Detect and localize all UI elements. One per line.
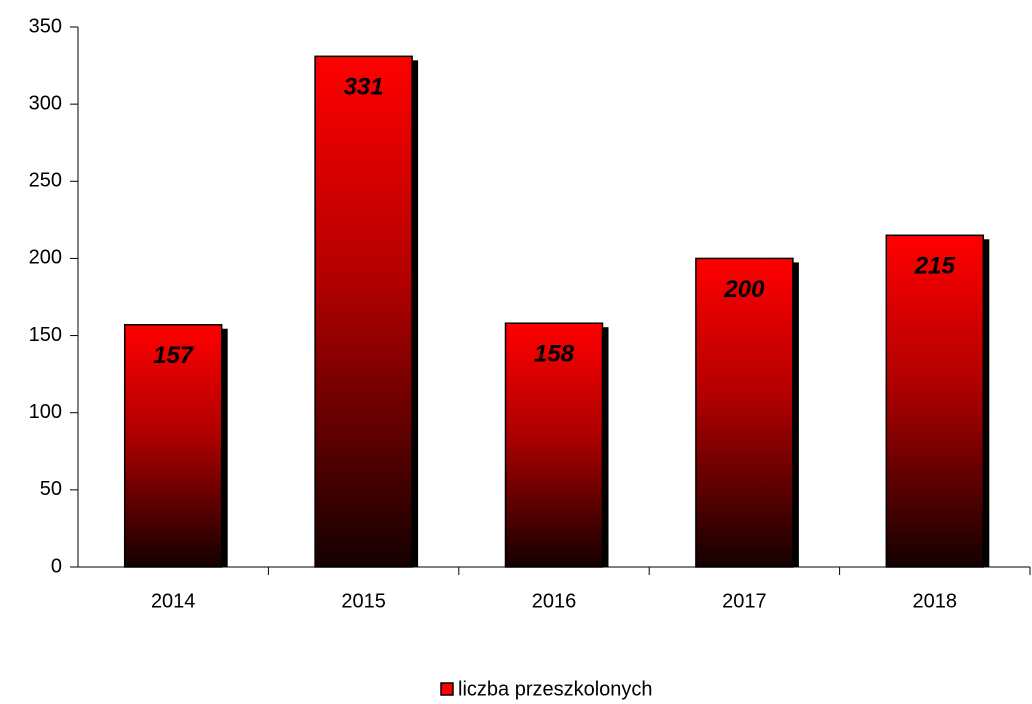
x-tick-label: 2016 bbox=[532, 590, 577, 612]
y-tick-label: 300 bbox=[29, 92, 62, 114]
x-tick-label: 2015 bbox=[341, 590, 386, 612]
y-tick-label: 350 bbox=[29, 15, 62, 37]
x-tick-label: 2017 bbox=[722, 590, 767, 612]
bar bbox=[123, 324, 223, 568]
legend-swatch bbox=[440, 682, 454, 696]
value-label: 200 bbox=[723, 276, 765, 303]
y-tick-label: 0 bbox=[51, 555, 62, 577]
value-label: 331 bbox=[344, 74, 384, 101]
y-tick-label: 250 bbox=[29, 170, 62, 192]
y-tick-label: 100 bbox=[29, 401, 62, 423]
y-tick-label: 200 bbox=[29, 247, 62, 269]
value-label: 215 bbox=[914, 253, 956, 280]
value-label: 157 bbox=[153, 342, 195, 369]
value-label: 158 bbox=[534, 341, 575, 368]
legend-label: liczba przeszkolonych bbox=[458, 678, 653, 700]
bar bbox=[885, 234, 985, 568]
y-tick-label: 150 bbox=[29, 324, 62, 346]
bar bbox=[314, 55, 413, 568]
x-tick-label: 2018 bbox=[913, 590, 958, 612]
bar bbox=[504, 322, 604, 568]
x-tick-label: 2014 bbox=[151, 590, 196, 612]
bar bbox=[695, 257, 794, 568]
y-tick-label: 50 bbox=[40, 478, 62, 500]
